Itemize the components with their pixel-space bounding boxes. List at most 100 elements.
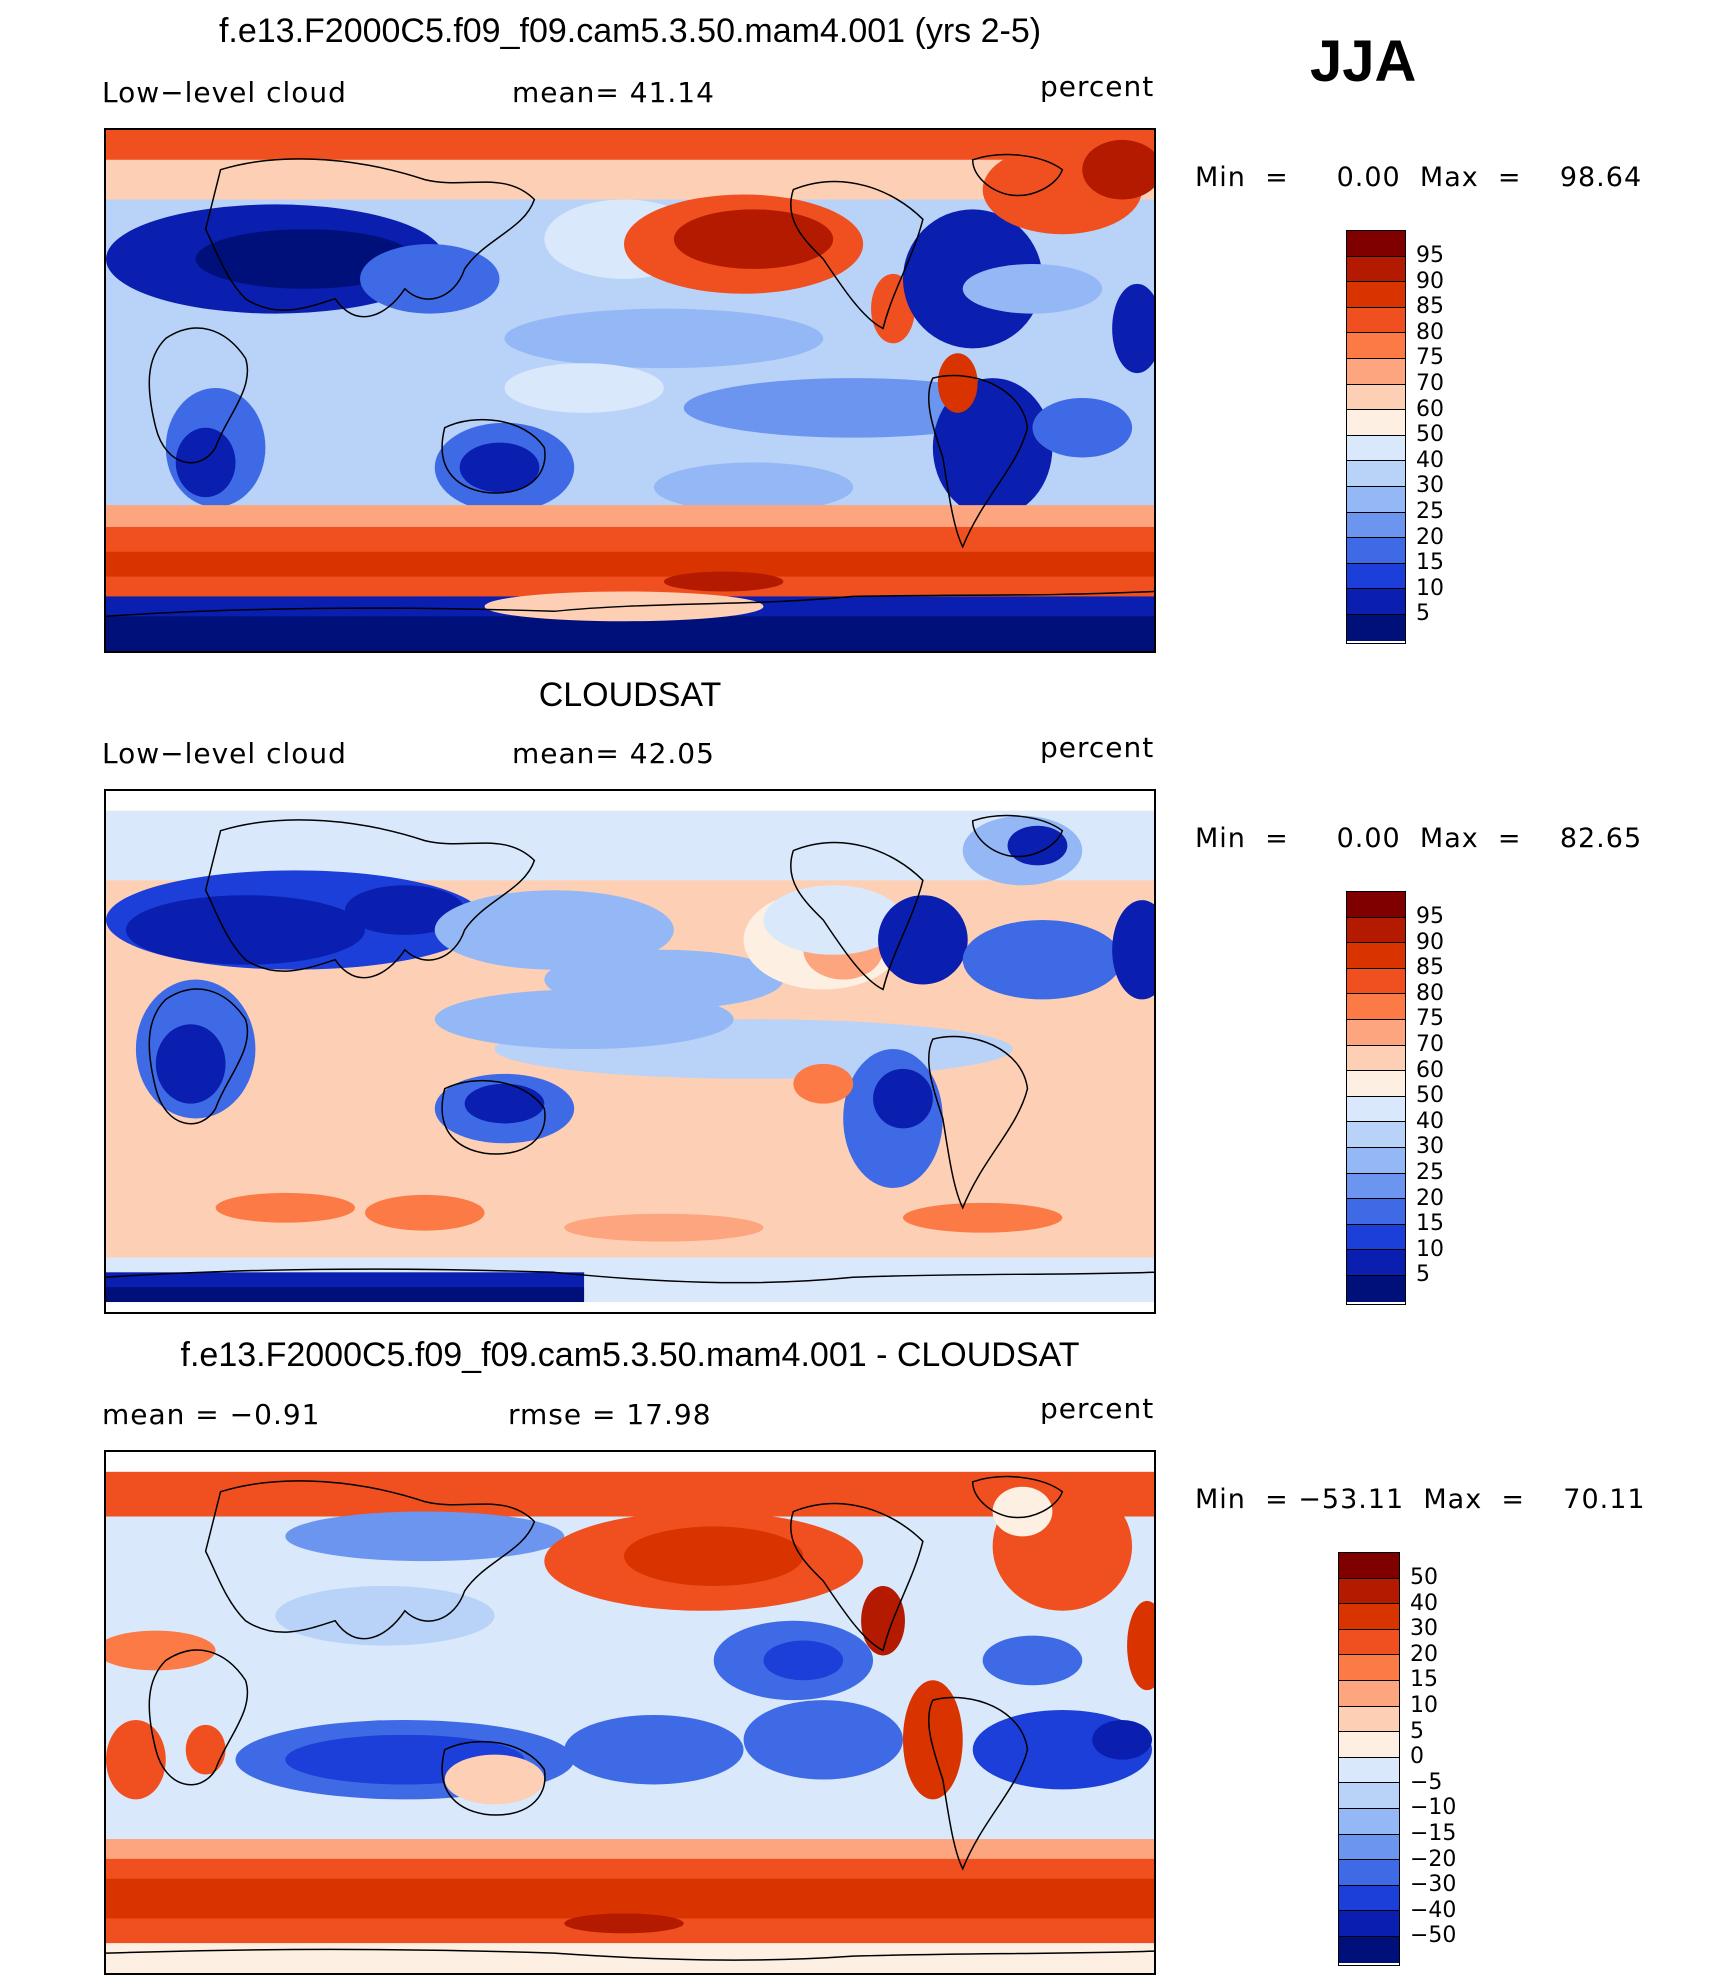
colorbar-swatch [1347, 589, 1405, 615]
colorbar-label: −10 [1410, 1795, 1457, 1821]
colorbar-label: 15 [1410, 1667, 1438, 1693]
colorbar-label: 10 [1410, 1693, 1438, 1718]
panel3-map-field [106, 1452, 1154, 1973]
colorbar-label: 25 [1416, 1160, 1444, 1185]
colorbar-swatch [1347, 461, 1405, 487]
panel1-mean-label: mean= 41.14 [512, 76, 715, 109]
colorbar-label: 20 [1410, 1641, 1438, 1667]
colorbar-swatch [1339, 1885, 1399, 1912]
colorbar-swatch [1347, 1071, 1405, 1097]
colorbar-swatch [1347, 968, 1405, 995]
colorbar-swatch [1347, 1096, 1405, 1123]
colorbar-label: 40 [1416, 447, 1444, 473]
colorbar-swatch [1347, 1224, 1405, 1251]
panel3-rmse-label: rmse = 17.98 [508, 1398, 712, 1431]
colorbar-label: 15 [1416, 1211, 1444, 1237]
panel2-title: CLOUDSAT [538, 676, 722, 714]
colorbar-label: 50 [1416, 422, 1444, 448]
colorbar-swatch [1347, 1250, 1405, 1276]
panel3-units-label: percent [1040, 1392, 1155, 1425]
colorbar-label: 90 [1416, 929, 1444, 955]
colorbar-label: 95 [1416, 904, 1444, 929]
panel3-colorbar-labels: 50 40 30 20 15 10 5 0 −5 −10 −15 −20 −30… [1410, 1567, 1480, 1967]
colorbar-label: 70 [1416, 371, 1444, 396]
panel3-mean-label: mean = −0.91 [102, 1398, 321, 1431]
panel3-map [104, 1450, 1156, 1975]
colorbar-swatch [1347, 563, 1405, 590]
colorbar-swatch [1347, 1122, 1405, 1148]
colorbar-label: 10 [1416, 575, 1444, 601]
colorbar-label: −20 [1410, 1846, 1457, 1872]
colorbar-swatch [1339, 1732, 1399, 1758]
colorbar-swatch [1347, 410, 1405, 436]
colorbar-label: 20 [1416, 524, 1444, 550]
panel2-map [104, 789, 1156, 1314]
panel2-map-field [106, 791, 1154, 1312]
colorbar-label: 90 [1416, 268, 1444, 294]
colorbar-swatch [1339, 1578, 1399, 1605]
colorbar-label: 75 [1416, 1006, 1444, 1032]
colorbar-label: 40 [1410, 1590, 1438, 1616]
colorbar-swatch [1347, 512, 1405, 539]
colorbar-label: 60 [1416, 1057, 1444, 1083]
panel1-variable-label: Low−level cloud [102, 76, 347, 109]
colorbar-label: 5 [1410, 1718, 1424, 1744]
colorbar-swatch [1339, 1629, 1399, 1656]
colorbar-label: 0 [1410, 1744, 1424, 1770]
colorbar-swatch [1347, 538, 1405, 564]
panel1-colorbar [1346, 230, 1406, 644]
colorbar-label: 85 [1416, 955, 1444, 981]
colorbar-swatch [1339, 1706, 1399, 1733]
colorbar-swatch [1347, 307, 1405, 334]
colorbar-swatch [1347, 943, 1405, 969]
colorbar-label: −40 [1410, 1897, 1457, 1923]
colorbar-label: 30 [1410, 1616, 1438, 1642]
season-label: JJA [1310, 29, 1417, 94]
panel1-units-label: percent [1040, 70, 1155, 103]
colorbar-swatch [1347, 994, 1405, 1020]
colorbar-swatch [1347, 1045, 1405, 1072]
colorbar-swatch [1347, 358, 1405, 385]
colorbar-swatch [1339, 1860, 1399, 1886]
colorbar-swatch [1347, 1019, 1405, 1046]
colorbar-swatch [1347, 892, 1405, 918]
colorbar-swatch [1339, 1783, 1399, 1809]
colorbar-label: −5 [1410, 1769, 1443, 1795]
panel1-minmax: Min = 0.00 Max = 98.64 [1195, 162, 1643, 193]
colorbar-label: 25 [1416, 499, 1444, 524]
panel2-colorbar-labels: 95 90 85 80 75 70 60 50 40 30 25 20 15 1… [1416, 906, 1476, 1326]
colorbar-label: 85 [1416, 294, 1444, 320]
colorbar-swatch [1347, 435, 1405, 462]
colorbar-swatch [1339, 1757, 1399, 1784]
colorbar-label: −15 [1410, 1821, 1457, 1846]
panel1-map [104, 128, 1156, 653]
panel2-mean-label: mean= 42.05 [512, 737, 715, 770]
colorbar-label: 95 [1416, 243, 1444, 268]
colorbar-label: 50 [1416, 1083, 1444, 1109]
colorbar-swatch [1347, 1173, 1405, 1200]
colorbar-swatch [1347, 614, 1405, 641]
colorbar-swatch [1339, 1936, 1399, 1963]
colorbar-label: 5 [1416, 601, 1430, 627]
panel2-minmax: Min = 0.00 Max = 82.65 [1195, 823, 1643, 854]
colorbar-label: 80 [1416, 319, 1444, 345]
panel3-title: f.e13.F2000C5.f09_f09.cam5.3.50.mam4.001… [180, 1336, 1080, 1374]
colorbar-swatch [1339, 1553, 1399, 1579]
panel2-units-label: percent [1040, 731, 1155, 764]
panel1-colorbar-labels: 95 90 85 80 75 70 60 50 40 30 25 20 15 1… [1416, 245, 1476, 665]
colorbar-swatch [1347, 1199, 1405, 1225]
colorbar-swatch [1347, 917, 1405, 944]
colorbar-swatch [1347, 333, 1405, 359]
colorbar-label: 70 [1416, 1032, 1444, 1057]
colorbar-label: 40 [1416, 1108, 1444, 1134]
panel1-title: f.e13.F2000C5.f09_f09.cam5.3.50.mam4.001… [218, 12, 1042, 50]
panel3-colorbar [1338, 1552, 1400, 1966]
colorbar-swatch [1339, 1808, 1399, 1835]
colorbar-swatch [1347, 282, 1405, 308]
colorbar-label: −50 [1410, 1923, 1457, 1949]
colorbar-swatch [1339, 1655, 1399, 1681]
colorbar-swatch [1347, 384, 1405, 411]
colorbar-swatch [1339, 1911, 1399, 1937]
colorbar-label: 75 [1416, 345, 1444, 371]
colorbar-label: 15 [1416, 550, 1444, 576]
